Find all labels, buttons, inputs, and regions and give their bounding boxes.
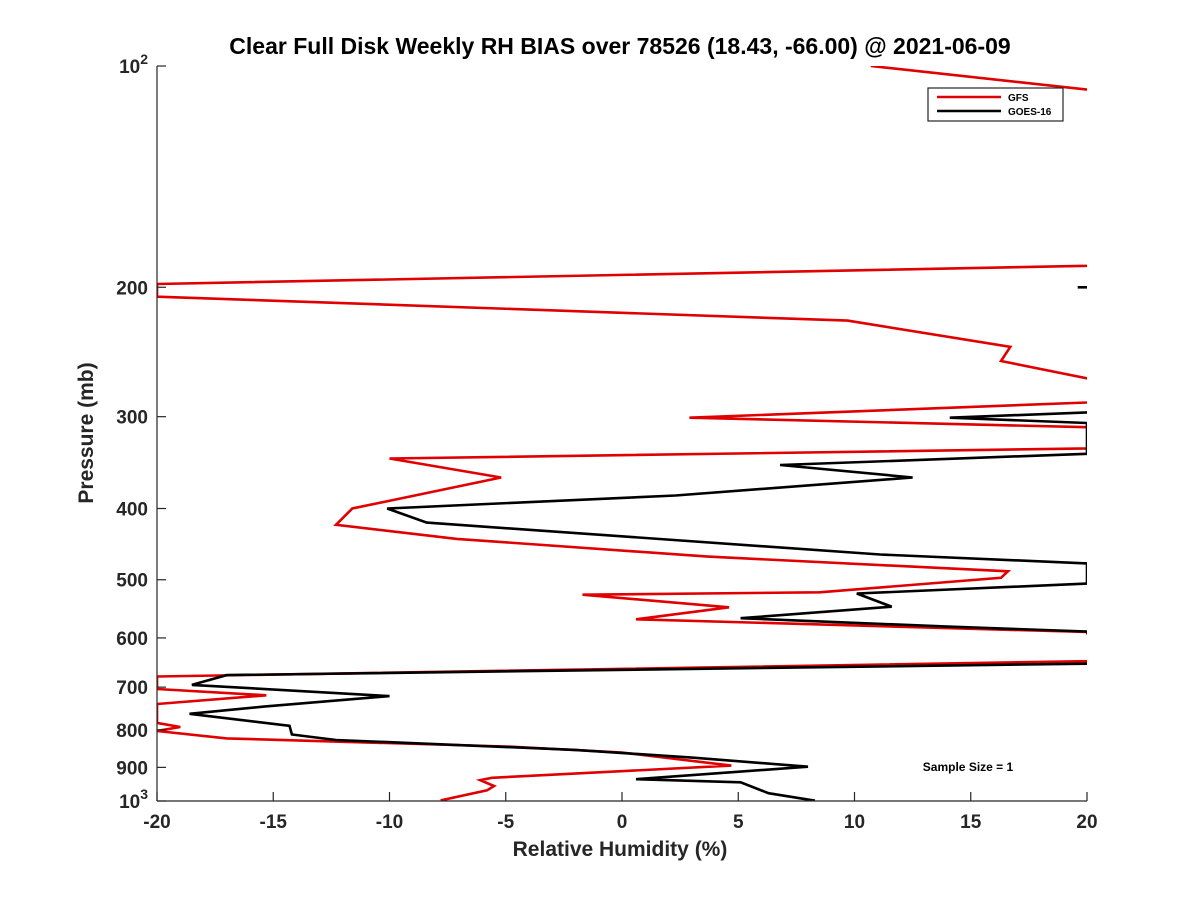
y-tick-label: 200 (116, 278, 148, 299)
x-tick-label: -15 (260, 812, 288, 833)
x-tick-label: -20 (143, 812, 170, 833)
x-tick-label: 20 (1076, 812, 1097, 833)
series-line-gfs (157, 66, 1087, 801)
x-axis-label: Relative Humidity (%) (513, 838, 728, 861)
legend: GFS GOES-16 (927, 87, 1064, 122)
legend-label-goes16: GOES-16 (1008, 107, 1052, 118)
series-line-goes-16 (189, 411, 1087, 801)
y-tick-label: 400 (116, 500, 148, 521)
y-tick-label: 600 (116, 629, 148, 650)
y-tick-label: 900 (116, 758, 148, 779)
y-tick-label: 300 (116, 408, 148, 429)
x-tick-label: 10 (844, 812, 865, 833)
y-axis-label: Pressure (mb) (75, 362, 98, 503)
x-tick-group: -20 -15 -10 -5 0 5 10 15 20 (143, 792, 1098, 833)
x-tick-label: -5 (497, 812, 514, 833)
sample-size-annotation: Sample Size = 1 (923, 760, 1014, 774)
y-tick-group: 102 200 300 400 500 600 700 800 900 103 (116, 51, 166, 813)
y-tick-label: 700 (116, 678, 148, 699)
y-tick-label: 500 (116, 571, 148, 592)
y-tick-label: 103 (119, 786, 148, 813)
x-tick-label: 15 (960, 812, 982, 833)
x-tick-label: -10 (376, 812, 403, 833)
chart-title: Clear Full Disk Weekly RH BIAS over 7852… (229, 33, 1010, 59)
legend-box (927, 87, 1064, 122)
x-tick-label: 0 (617, 812, 628, 833)
y-tick-label: 800 (116, 721, 148, 742)
legend-label-gfs: GFS (1008, 93, 1029, 104)
y-tick-label: 102 (119, 51, 148, 78)
series-layer (157, 66, 1087, 801)
x-tick-label: 5 (733, 812, 744, 833)
